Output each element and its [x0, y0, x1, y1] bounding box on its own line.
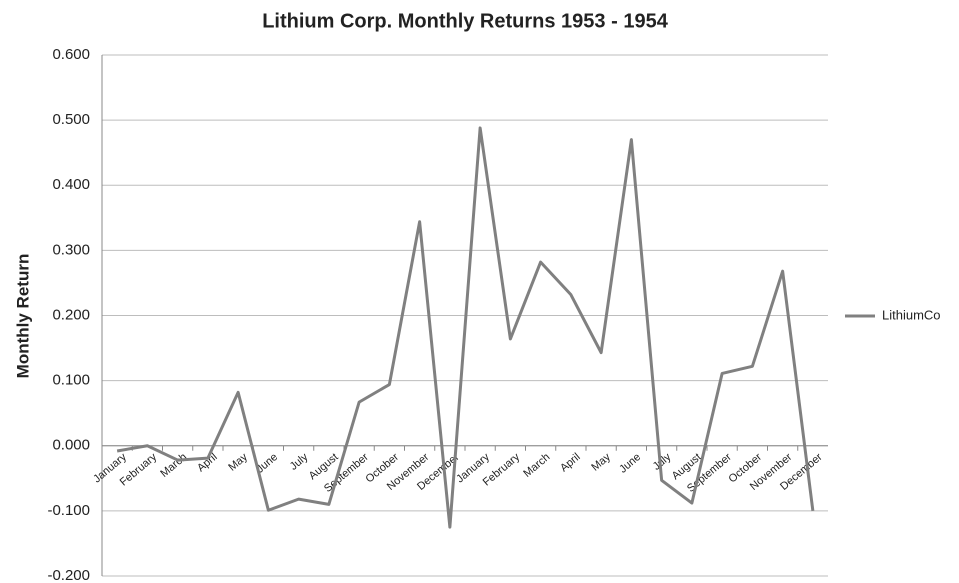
y-axis-label: Monthly Return [13, 254, 32, 379]
x-tick-label: March [158, 451, 189, 480]
y-tick-label: 0.500 [52, 111, 90, 128]
y-tick-label: 0.300 [52, 241, 90, 258]
x-tick-label: March [521, 451, 552, 480]
data-line [116, 126, 815, 529]
x-tick-label: April [195, 451, 220, 474]
x-tick-label: May [589, 451, 613, 474]
x-tick-label: June [617, 451, 643, 476]
y-tick-label: 0.200 [52, 306, 90, 323]
y-tick-label: -0.100 [47, 502, 90, 519]
y-tick-label: 0.600 [52, 46, 90, 63]
y-tick-label: 0.100 [52, 372, 90, 389]
y-tick-label: -0.200 [47, 567, 90, 583]
x-tick-label: April [558, 451, 583, 474]
x-tick-label: July [288, 451, 311, 473]
x-tick-label: May [226, 451, 250, 474]
chart-title: Lithium Corp. Monthly Returns 1953 - 195… [262, 10, 669, 32]
legend-label: LithiumCo [882, 307, 941, 322]
y-tick-label: 0.400 [52, 176, 90, 193]
y-tick-label: 0.000 [52, 437, 90, 454]
x-tick-label: July [651, 451, 674, 473]
